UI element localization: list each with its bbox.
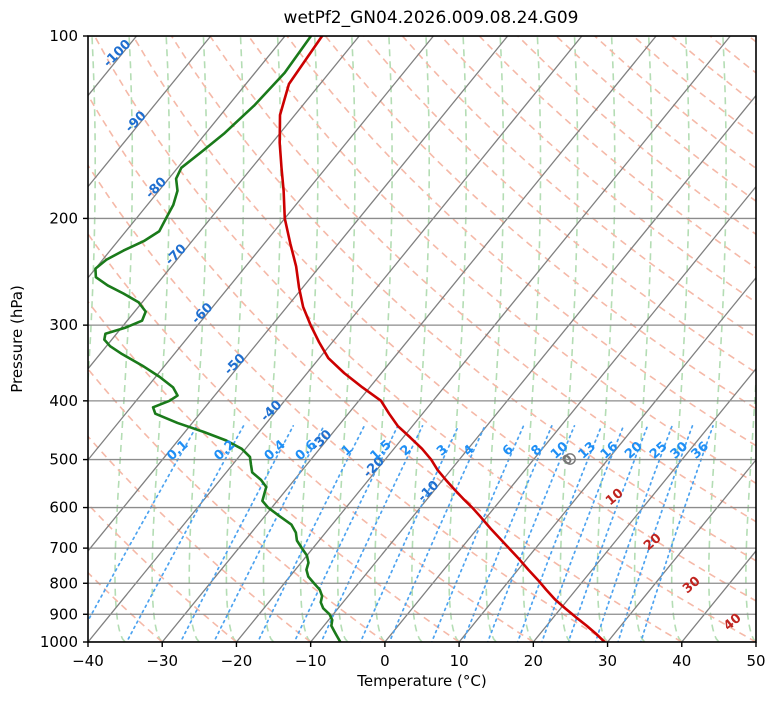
- mixing-ratio-line: [567, 425, 649, 642]
- y-tick-label: 900: [49, 605, 78, 623]
- y-tick-label: 700: [49, 539, 78, 557]
- moist-adiabat-line: [374, 36, 393, 642]
- x-tick-label: 30: [598, 652, 617, 670]
- page-title: wetPf2_GN04.2026.009.08.24.G09: [284, 8, 579, 28]
- isotherm-line: [88, 36, 434, 461]
- isotherm-line: [607, 458, 756, 642]
- x-tick-label: 50: [746, 652, 765, 670]
- isotherm-line: [161, 36, 657, 642]
- background-grid-layer: [88, 36, 756, 642]
- moist-adiabat-line: [262, 36, 282, 642]
- temperature-curve: [278, 36, 606, 642]
- mixing-ratio-line: [293, 425, 399, 642]
- moist-adiabat-line: [633, 36, 653, 642]
- dry-adiabat-line: [93, 36, 756, 642]
- x-tick-label: −30: [146, 652, 178, 670]
- y-axis-label: Pressure (hPa): [8, 285, 26, 393]
- mixing-ratio-line: [516, 425, 603, 642]
- x-tick-label: 10: [450, 652, 469, 670]
- y-tick-label: 300: [49, 316, 78, 334]
- isotherm-line: [384, 185, 756, 642]
- y-tick-label: 100: [49, 27, 78, 45]
- dry-adiabat-line: [247, 36, 756, 485]
- isotherm-line: [235, 36, 731, 642]
- mixing-ratio-line: [179, 425, 295, 642]
- dry-adiabat-line: [440, 36, 756, 304]
- mixing-ratio-line: [88, 425, 198, 623]
- moist-adiabat-line: [522, 36, 542, 642]
- isotherm-line: [88, 36, 583, 642]
- dry-adiabat-line: [132, 36, 756, 602]
- theta-marker-icon: [564, 453, 576, 465]
- axis-ticks-layer: −40 −30 −20 −10 0 10 20 30 40 50 100 200 300 400 500 60…: [40, 27, 766, 670]
- mixing-ratio-line: [430, 425, 525, 642]
- axes-frame: [87, 35, 757, 643]
- isotherm-line: [88, 36, 212, 188]
- moist-adiabat-line: [708, 36, 727, 642]
- mixing-ratio-line: [359, 425, 460, 642]
- y-tick-label: 200: [49, 209, 78, 227]
- moist-adiabat-line: [670, 36, 690, 642]
- mixing-ratio-line: [461, 425, 553, 642]
- dewpoint-curve: [94, 36, 342, 642]
- moist-adiabat-line: [114, 36, 134, 642]
- isobar-layer: [88, 36, 756, 642]
- mixing-ratio-line: [212, 425, 325, 642]
- dry-adiabat-line: [401, 36, 756, 339]
- isotherm-line: [458, 276, 756, 642]
- moist-adiabat-line: [225, 36, 245, 642]
- mixing-ratio-line: [256, 425, 366, 642]
- y-tick-label: 1000: [40, 633, 78, 651]
- isotherm-line: [88, 36, 286, 279]
- mixing-ratio-line: [320, 425, 424, 642]
- moist-adiabat-line: [745, 367, 756, 642]
- isotherm-line: [88, 36, 509, 552]
- dry-adiabat-line: [88, 300, 460, 642]
- plot-frame: [87, 35, 757, 643]
- moist-adiabat-line: [411, 36, 430, 642]
- x-tick-label: 20: [524, 652, 543, 670]
- dry-adiabat-line: [88, 571, 163, 642]
- isotherm-line: [88, 36, 360, 370]
- moist-adiabat-line: [559, 36, 579, 642]
- dry-adiabat-line: [88, 367, 386, 642]
- dry-adiabat-line: [170, 36, 756, 562]
- mixing-ratio-line: [594, 425, 673, 642]
- y-tick-label: 800: [49, 574, 78, 592]
- moist-adiabat-line: [336, 36, 356, 642]
- y-tick-label: 600: [49, 499, 78, 517]
- isotherm-line: [532, 367, 756, 642]
- sounding-curves-layer: [94, 36, 606, 642]
- dry-adiabat-line: [88, 503, 237, 642]
- y-tick-label: 500: [49, 451, 78, 469]
- dry-adiabat-line: [88, 232, 534, 642]
- mixing-ratio-line: [540, 425, 625, 642]
- y-tick-label: 400: [49, 392, 78, 410]
- isotherm-line: [310, 94, 756, 642]
- moist-adiabat-line: [485, 36, 505, 642]
- dry-adiabat-line: [88, 93, 683, 642]
- mixing-ratio-line: [486, 425, 576, 642]
- moist-adiabat-line: [151, 36, 171, 642]
- moist-adiabat-line: [188, 36, 208, 642]
- x-tick-label: −20: [221, 652, 253, 670]
- mixing-ratio-line: [125, 425, 245, 642]
- x-tick-label: 40: [672, 652, 691, 670]
- x-tick-label: 0: [380, 652, 390, 670]
- x-tick-label: −40: [72, 652, 104, 670]
- mixing-ratio-line: [388, 425, 486, 642]
- dry-adiabat-line: [286, 36, 756, 447]
- moist-adiabat-line: [299, 36, 319, 642]
- x-axis-label: Temperature (°C): [356, 672, 486, 690]
- moist-adiabat-line: [448, 36, 468, 642]
- x-tick-label: −10: [295, 652, 327, 670]
